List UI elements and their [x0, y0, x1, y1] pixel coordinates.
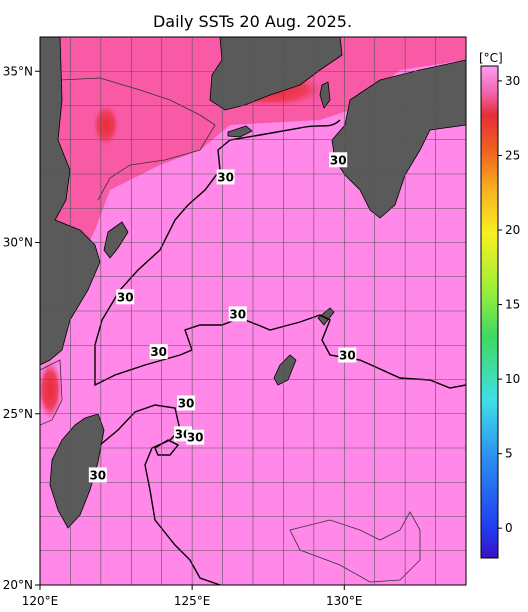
colorbar-tick-label: 10 — [505, 372, 520, 386]
land-okinawa — [273, 354, 297, 386]
svg-text:30: 30 — [330, 153, 347, 167]
lat-tick-label: 35°N — [3, 64, 33, 78]
contour-label: 30 — [338, 347, 357, 363]
map-title: Daily SSTs 20 Aug. 2025. — [152, 12, 353, 31]
svg-text:30: 30 — [229, 307, 246, 321]
colorbar-ticks: 30 25 20 15 10 5 0 — [498, 74, 520, 535]
lon-tick-label: 125°E — [174, 594, 211, 608]
hot-sst-patch-yellow-sea — [92, 103, 120, 147]
colorbar-tick-label: 25 — [505, 148, 520, 162]
hot-sst-patch-taiwan-strait — [40, 360, 62, 420]
colorbar-tick-label: 20 — [505, 223, 520, 237]
land-jeju — [227, 125, 253, 138]
svg-text:30: 30 — [339, 349, 356, 363]
axis-ticks: 120°E 125°E 130°E 35°N 30°N 25°N 20°N — [3, 64, 363, 608]
warm-sst-zone-north — [40, 37, 466, 320]
contour-label: 30 — [216, 169, 235, 185]
land-tsushima — [319, 81, 331, 109]
isotherm-thin-southeast — [289, 511, 421, 583]
colorbar-unit: [°C] — [479, 51, 503, 65]
land-ryukyu-north — [317, 307, 335, 326]
contour-label: 30 — [329, 152, 348, 168]
svg-text:30: 30 — [217, 170, 234, 184]
lat-tick-label: 20°N — [3, 578, 33, 592]
lon-tick-label: 130°E — [326, 594, 363, 608]
contour-label: 30 — [186, 429, 205, 445]
land-taiwan — [49, 413, 105, 529]
colorbar-tick-label: 15 — [505, 298, 520, 312]
contour-label: 30 — [177, 395, 196, 411]
isotherm-thin-north — [59, 77, 216, 201]
isotherm-30-main — [94, 119, 466, 389]
land-china — [40, 37, 101, 366]
contour-label: 30 — [88, 467, 107, 483]
lat-tick-label: 25°N — [3, 407, 33, 421]
svg-text:30: 30 — [117, 290, 134, 304]
lat-lon-grid — [40, 37, 466, 585]
land-masses — [40, 37, 466, 529]
svg-text:30: 30 — [150, 345, 167, 359]
svg-text:30: 30 — [187, 431, 204, 445]
colorbar-tick-label: 30 — [505, 74, 520, 88]
isotherm-thin-west — [40, 359, 63, 426]
map-frame — [39, 36, 467, 586]
contour-label: 30 — [149, 344, 168, 360]
colorbar-gradient — [480, 65, 499, 559]
contour-label: 30 — [116, 289, 135, 305]
colorbar-tick-label: 5 — [505, 447, 513, 461]
land-zhoushan — [103, 221, 129, 259]
contour-label: 30 — [228, 306, 247, 322]
isotherm-30-islands — [154, 439, 180, 456]
svg-text:30: 30 — [89, 468, 106, 482]
land-korea — [209, 37, 343, 111]
lat-tick-label: 30°N — [3, 236, 33, 250]
svg-text:30: 30 — [178, 396, 195, 410]
lon-tick-label: 120°E — [22, 594, 59, 608]
colorbar-tick-label: 0 — [505, 521, 513, 535]
colorbar: [°C] 30 25 20 15 10 5 0 — [479, 51, 520, 559]
